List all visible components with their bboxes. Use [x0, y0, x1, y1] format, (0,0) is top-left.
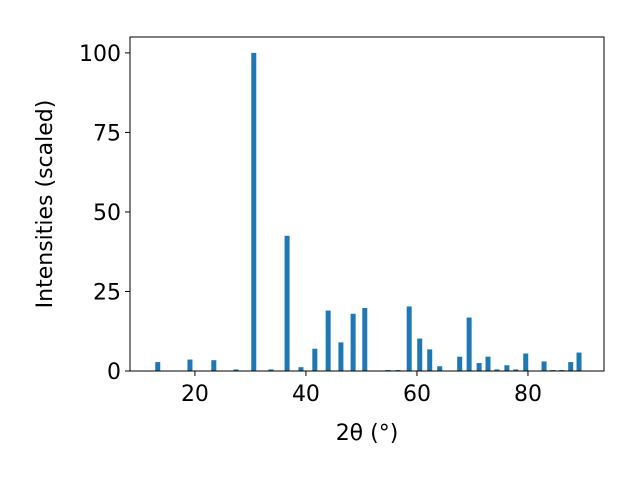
- bar: [457, 356, 463, 371]
- bar: [541, 361, 547, 371]
- y-tick-label: 0: [107, 360, 121, 385]
- bar: [427, 349, 433, 371]
- x-axis-label: 2θ (°): [336, 421, 399, 446]
- bar: [325, 310, 331, 371]
- plot-frame: [129, 36, 605, 372]
- bar: [312, 348, 318, 371]
- bar: [362, 308, 368, 371]
- y-axis-label: Intensities (scaled): [33, 100, 58, 309]
- x-tick-label: 20: [181, 382, 209, 407]
- bar: [233, 369, 239, 371]
- bar: [485, 356, 491, 371]
- bar: [284, 235, 290, 371]
- y-tick-label: 50: [93, 201, 121, 226]
- bar: [417, 338, 423, 371]
- bar: [513, 369, 519, 371]
- y-tick-label: 75: [93, 121, 121, 146]
- y-tick-label: 100: [79, 42, 121, 67]
- bar: [476, 363, 482, 371]
- y-tick-label: 25: [93, 280, 121, 305]
- bar: [338, 342, 344, 371]
- bar: [406, 306, 412, 371]
- bar: [523, 353, 529, 371]
- bar: [211, 360, 217, 371]
- bar: [437, 366, 443, 371]
- bar: [494, 369, 500, 371]
- bar: [251, 52, 257, 372]
- bar: [268, 369, 274, 371]
- x-tick-label: 40: [292, 382, 320, 407]
- bar: [504, 365, 510, 371]
- bar: [155, 362, 161, 371]
- bar: [350, 313, 356, 371]
- x-tick-label: 60: [403, 382, 431, 407]
- bar: [576, 352, 582, 371]
- bar: [466, 317, 472, 371]
- x-tick-label: 80: [514, 382, 542, 407]
- bar: [298, 367, 304, 371]
- bar: [187, 359, 193, 371]
- bar: [568, 362, 574, 371]
